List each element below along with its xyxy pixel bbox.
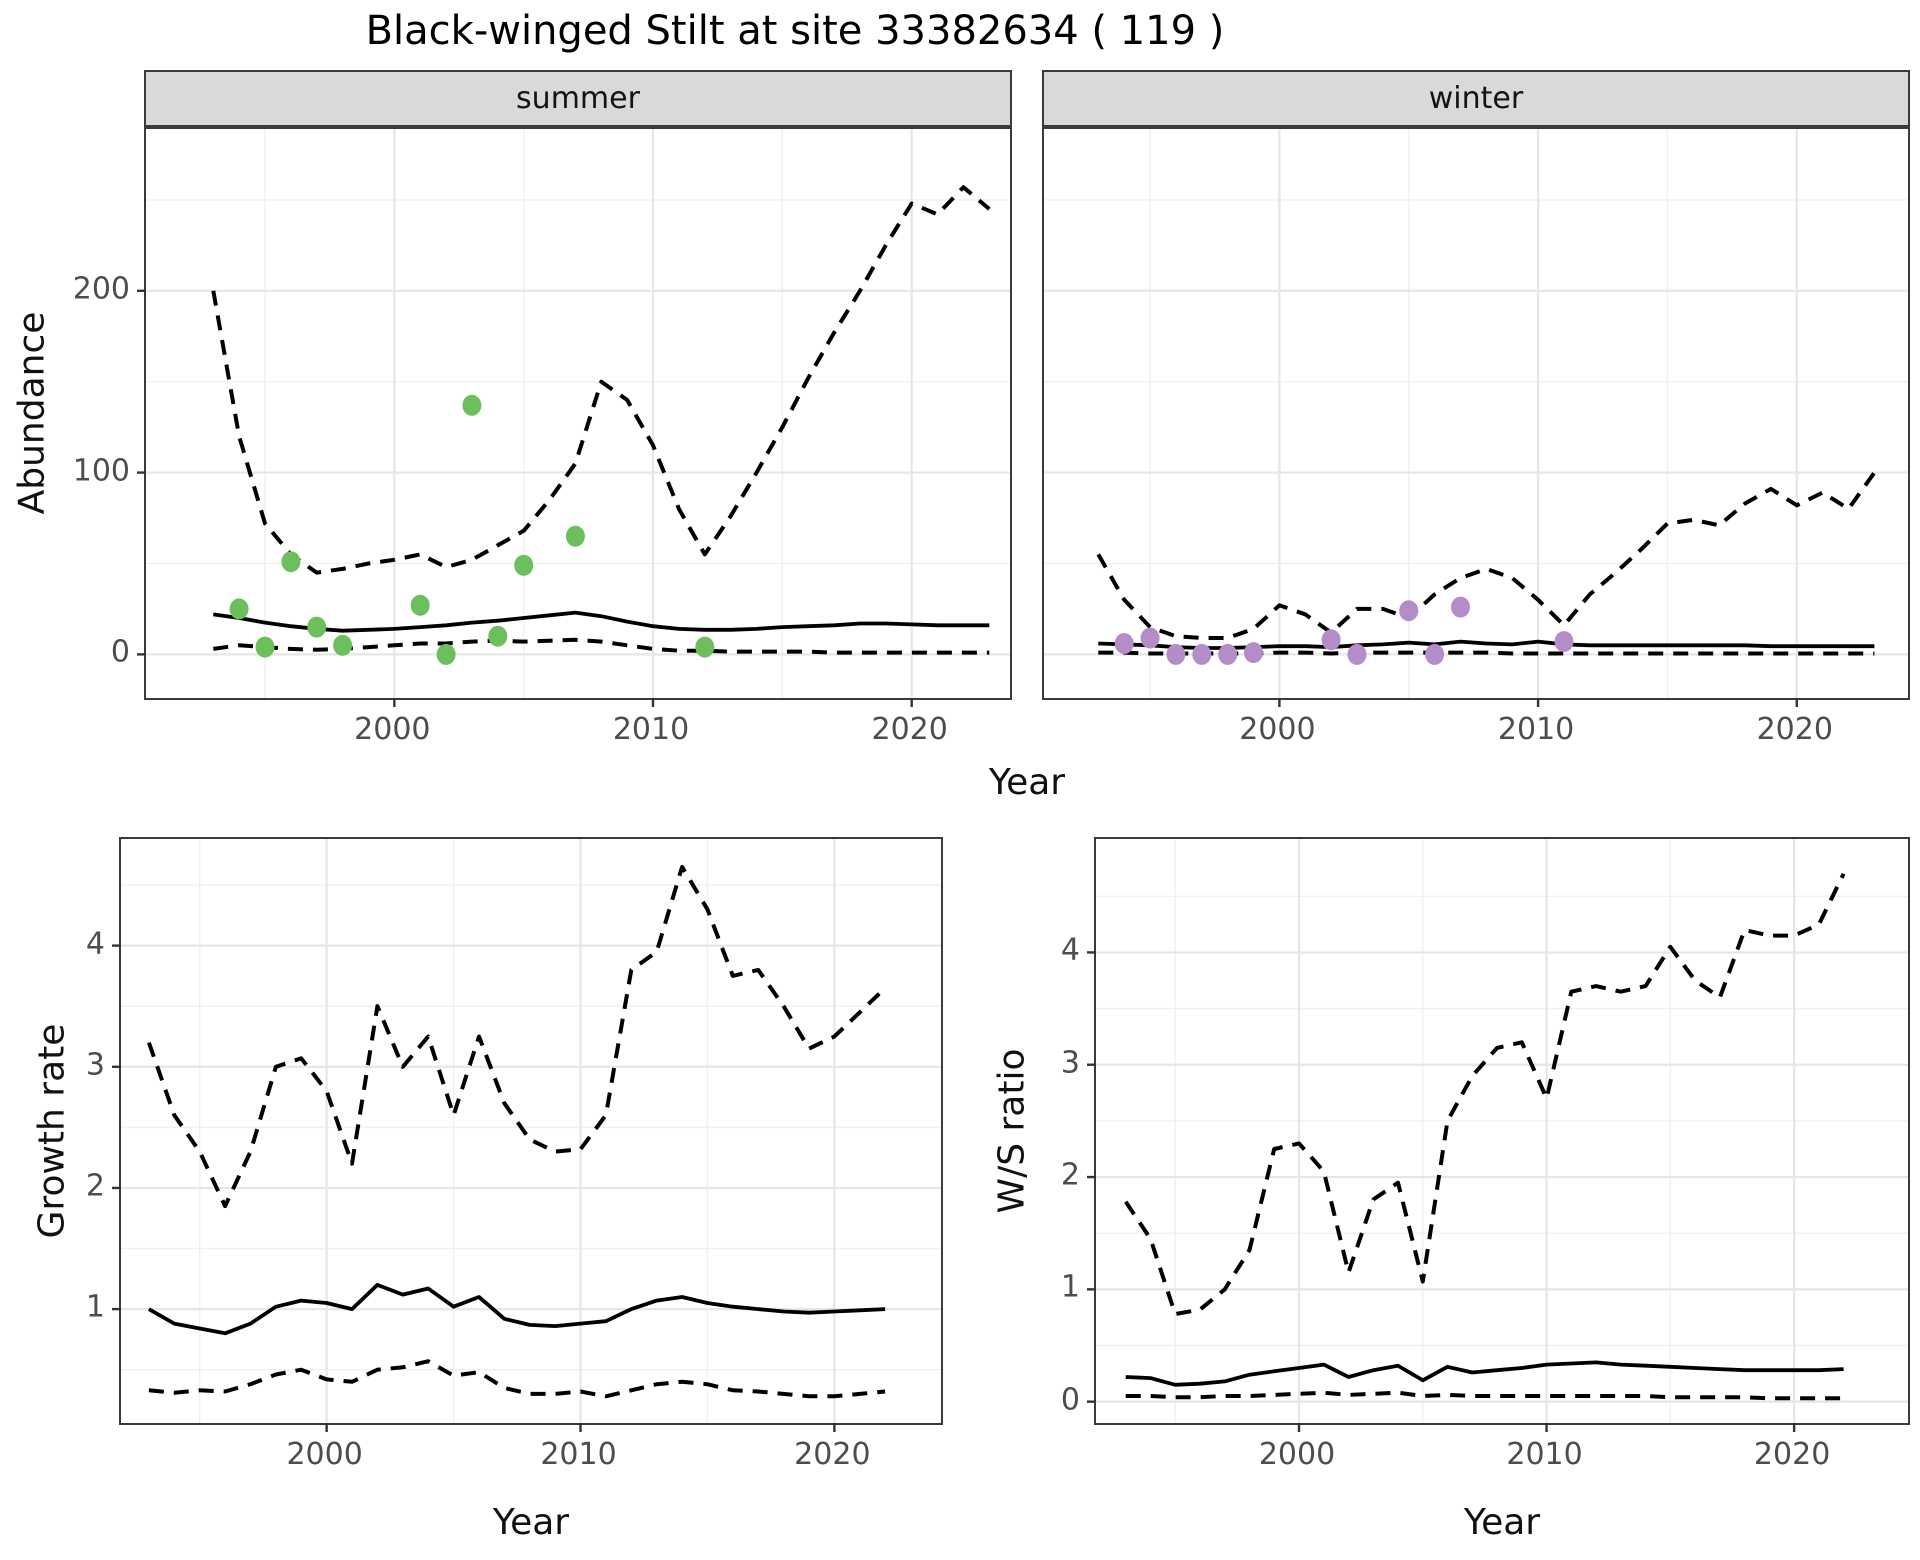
y-tick-label-growth-rate: 2 [85,1168,105,1204]
series-upper-ci-dashed [211,185,991,575]
y-tick-label-abundance-summer: 0 [110,634,130,670]
observation-point [229,598,249,620]
observation-point [1244,642,1263,664]
chart-canvas-abundance-winter [1044,129,1908,707]
y-tick-label-ws-ratio: 0 [1060,1382,1080,1418]
observation-point [1166,643,1186,665]
observation-point [1425,643,1445,665]
series-median-solid [213,610,990,633]
x-tick-label-ws-ratio: 2010 [1506,1437,1583,1472]
series-upper-ci-dashed [1096,471,1877,640]
facet-strip-summer: summer [144,70,1012,127]
observation-point [565,525,585,547]
ws-ratio-axis-title: W/S ratio [991,1048,1033,1214]
observation-point [436,643,456,665]
observation-point [695,636,715,658]
panel-growth-rate [112,837,943,1432]
observation-point [1321,629,1341,651]
series-lower-ci-dashed [1125,1390,1844,1401]
x-tick-label-ws-ratio: 2000 [1258,1437,1336,1472]
top-year-axis-title: Year [988,762,1066,803]
y-tick-label-ws-ratio: 4 [1060,932,1080,968]
facet-strip-summer-label: summer [516,81,640,116]
facet-strip-winter: winter [1042,70,1910,127]
x-tick-label-abundance-winter: 2010 [1497,712,1575,747]
observation-point [1140,627,1160,649]
observation-point [281,551,301,573]
plot-title: Black-winged Stilt at site 33382634 ( 11… [365,8,1225,54]
y-tick-label-growth-rate: 4 [85,926,105,962]
observation-point [462,394,482,416]
panel-abundance-summer [137,127,1012,707]
chart-canvas-ws-ratio [1087,839,1908,1432]
panel-ws-ratio [1087,837,1910,1432]
y-tick-label-ws-ratio: 3 [1060,1045,1080,1081]
y-tick-label-ws-ratio: 1 [1060,1269,1080,1305]
series-upper-ci-dashed [1124,872,1846,1317]
series-lower-ci-dashed [213,637,990,655]
x-tick-label-growth-rate: 2010 [540,1437,617,1472]
observation-point [488,625,508,647]
observation-point [1218,643,1238,665]
x-tick-label-abundance-winter: 2000 [1239,712,1316,747]
observation-point [1114,633,1134,654]
observation-point [1192,643,1212,665]
observation-point [1399,600,1419,622]
x-tick-label-growth-rate: 2000 [286,1437,363,1472]
observation-point [255,636,275,658]
series-lower-ci-dashed [148,1359,886,1399]
x-tick-label-abundance-winter: 2020 [1756,712,1833,747]
y-tick-label-abundance-summer: 100 [72,453,130,489]
panel-abundance-winter [1042,127,1910,707]
observation-point [1451,596,1470,618]
x-tick-label-ws-ratio: 2020 [1753,1437,1831,1472]
abundance-axis-title: Abundance [11,311,53,515]
bottom-right-year-axis-title: Year [1463,1502,1541,1543]
observation-point [514,554,534,576]
observation-point [307,616,327,638]
observation-point [1347,643,1367,665]
facet-strip-winter-label: winter [1428,81,1524,116]
observation-point [410,594,430,616]
observation-point [333,634,353,656]
x-tick-label-abundance-summer: 2020 [871,712,948,747]
x-tick-label-abundance-summer: 2010 [612,712,690,747]
chart-canvas-abundance-summer [137,129,1010,707]
series-median-solid [1125,1360,1844,1387]
chart-canvas-growth-rate [112,839,941,1432]
y-tick-label-growth-rate: 1 [85,1289,105,1325]
series-upper-ci-dashed [147,864,887,1209]
y-tick-label-ws-ratio: 2 [1060,1157,1080,1193]
series-median-solid [1098,639,1875,650]
x-tick-label-abundance-summer: 2000 [354,712,431,747]
growth-rate-axis-title: Growth rate [31,1023,73,1239]
observation-point [1554,631,1574,653]
series-median-solid [147,1282,886,1336]
x-tick-label-growth-rate: 2020 [794,1437,871,1472]
y-tick-label-abundance-summer: 200 [72,271,130,307]
y-tick-label-growth-rate: 3 [85,1047,105,1083]
bottom-left-year-axis-title: Year [492,1502,570,1543]
